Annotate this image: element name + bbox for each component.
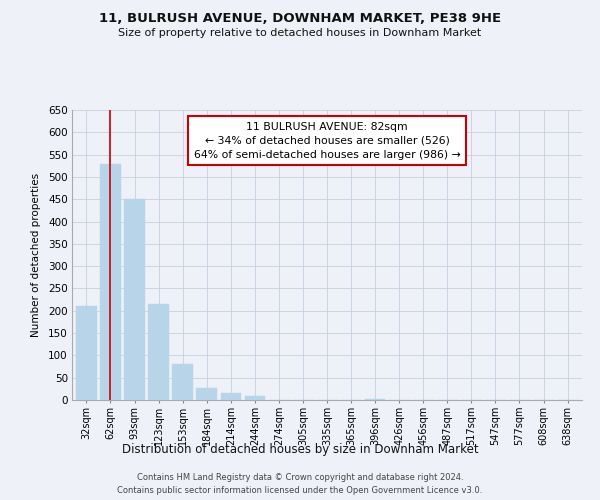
Text: 11 BULRUSH AVENUE: 82sqm
← 34% of detached houses are smaller (526)
64% of semi-: 11 BULRUSH AVENUE: 82sqm ← 34% of detach…	[194, 122, 460, 160]
Bar	[172, 364, 193, 400]
Bar	[100, 164, 121, 400]
Text: Size of property relative to detached houses in Downham Market: Size of property relative to detached ho…	[118, 28, 482, 38]
Bar	[196, 388, 217, 400]
Bar	[245, 396, 265, 400]
Bar	[221, 394, 241, 400]
Bar	[365, 399, 385, 400]
Text: Distribution of detached houses by size in Downham Market: Distribution of detached houses by size …	[122, 442, 478, 456]
Text: 11, BULRUSH AVENUE, DOWNHAM MARKET, PE38 9HE: 11, BULRUSH AVENUE, DOWNHAM MARKET, PE38…	[99, 12, 501, 26]
Text: Contains public sector information licensed under the Open Government Licence v3: Contains public sector information licen…	[118, 486, 482, 495]
Y-axis label: Number of detached properties: Number of detached properties	[31, 173, 41, 337]
Bar	[148, 304, 169, 400]
Text: Contains HM Land Registry data © Crown copyright and database right 2024.: Contains HM Land Registry data © Crown c…	[137, 472, 463, 482]
Bar	[124, 199, 145, 400]
Bar	[76, 306, 97, 400]
